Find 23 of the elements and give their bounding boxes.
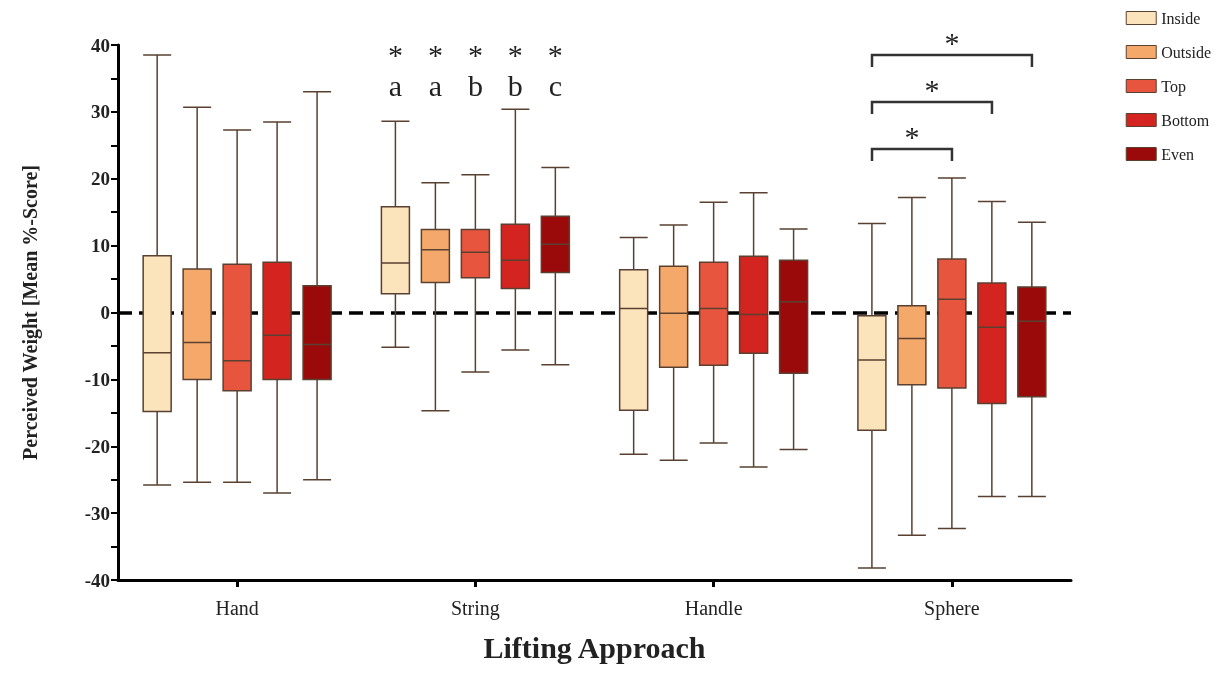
y-tick-label: -20 bbox=[84, 435, 110, 457]
y-tick-label: 20 bbox=[91, 168, 110, 190]
legend-label: Top bbox=[1161, 77, 1186, 96]
x-axis-title: Lifting Approach bbox=[483, 630, 706, 664]
y-tick-label: 0 bbox=[100, 302, 110, 323]
annotation: * bbox=[944, 26, 960, 61]
y-tick-label: -10 bbox=[84, 368, 110, 390]
x-tick-label: Handle bbox=[684, 597, 743, 619]
legend-label: Outside bbox=[1161, 43, 1212, 61]
y-tick-label: 10 bbox=[91, 235, 110, 257]
y-axis-title: Perceived Weight [Mean %-Score] bbox=[19, 165, 42, 460]
y-tick-label: -30 bbox=[84, 502, 110, 524]
annotation: * bbox=[924, 72, 940, 107]
y-tick-label: 30 bbox=[91, 101, 110, 123]
legend-label: Inside bbox=[1161, 9, 1201, 27]
x-tick-label: Sphere bbox=[924, 597, 980, 620]
y-tick-label: 40 bbox=[91, 34, 110, 56]
x-tick-label: Hand bbox=[215, 597, 259, 619]
y-tick-label: -40 bbox=[84, 569, 110, 591]
annotation: * bbox=[904, 119, 920, 154]
legend-label: Bottom bbox=[1161, 111, 1210, 129]
legend-label: Even bbox=[1161, 145, 1195, 163]
x-tick-label: String bbox=[450, 597, 500, 620]
